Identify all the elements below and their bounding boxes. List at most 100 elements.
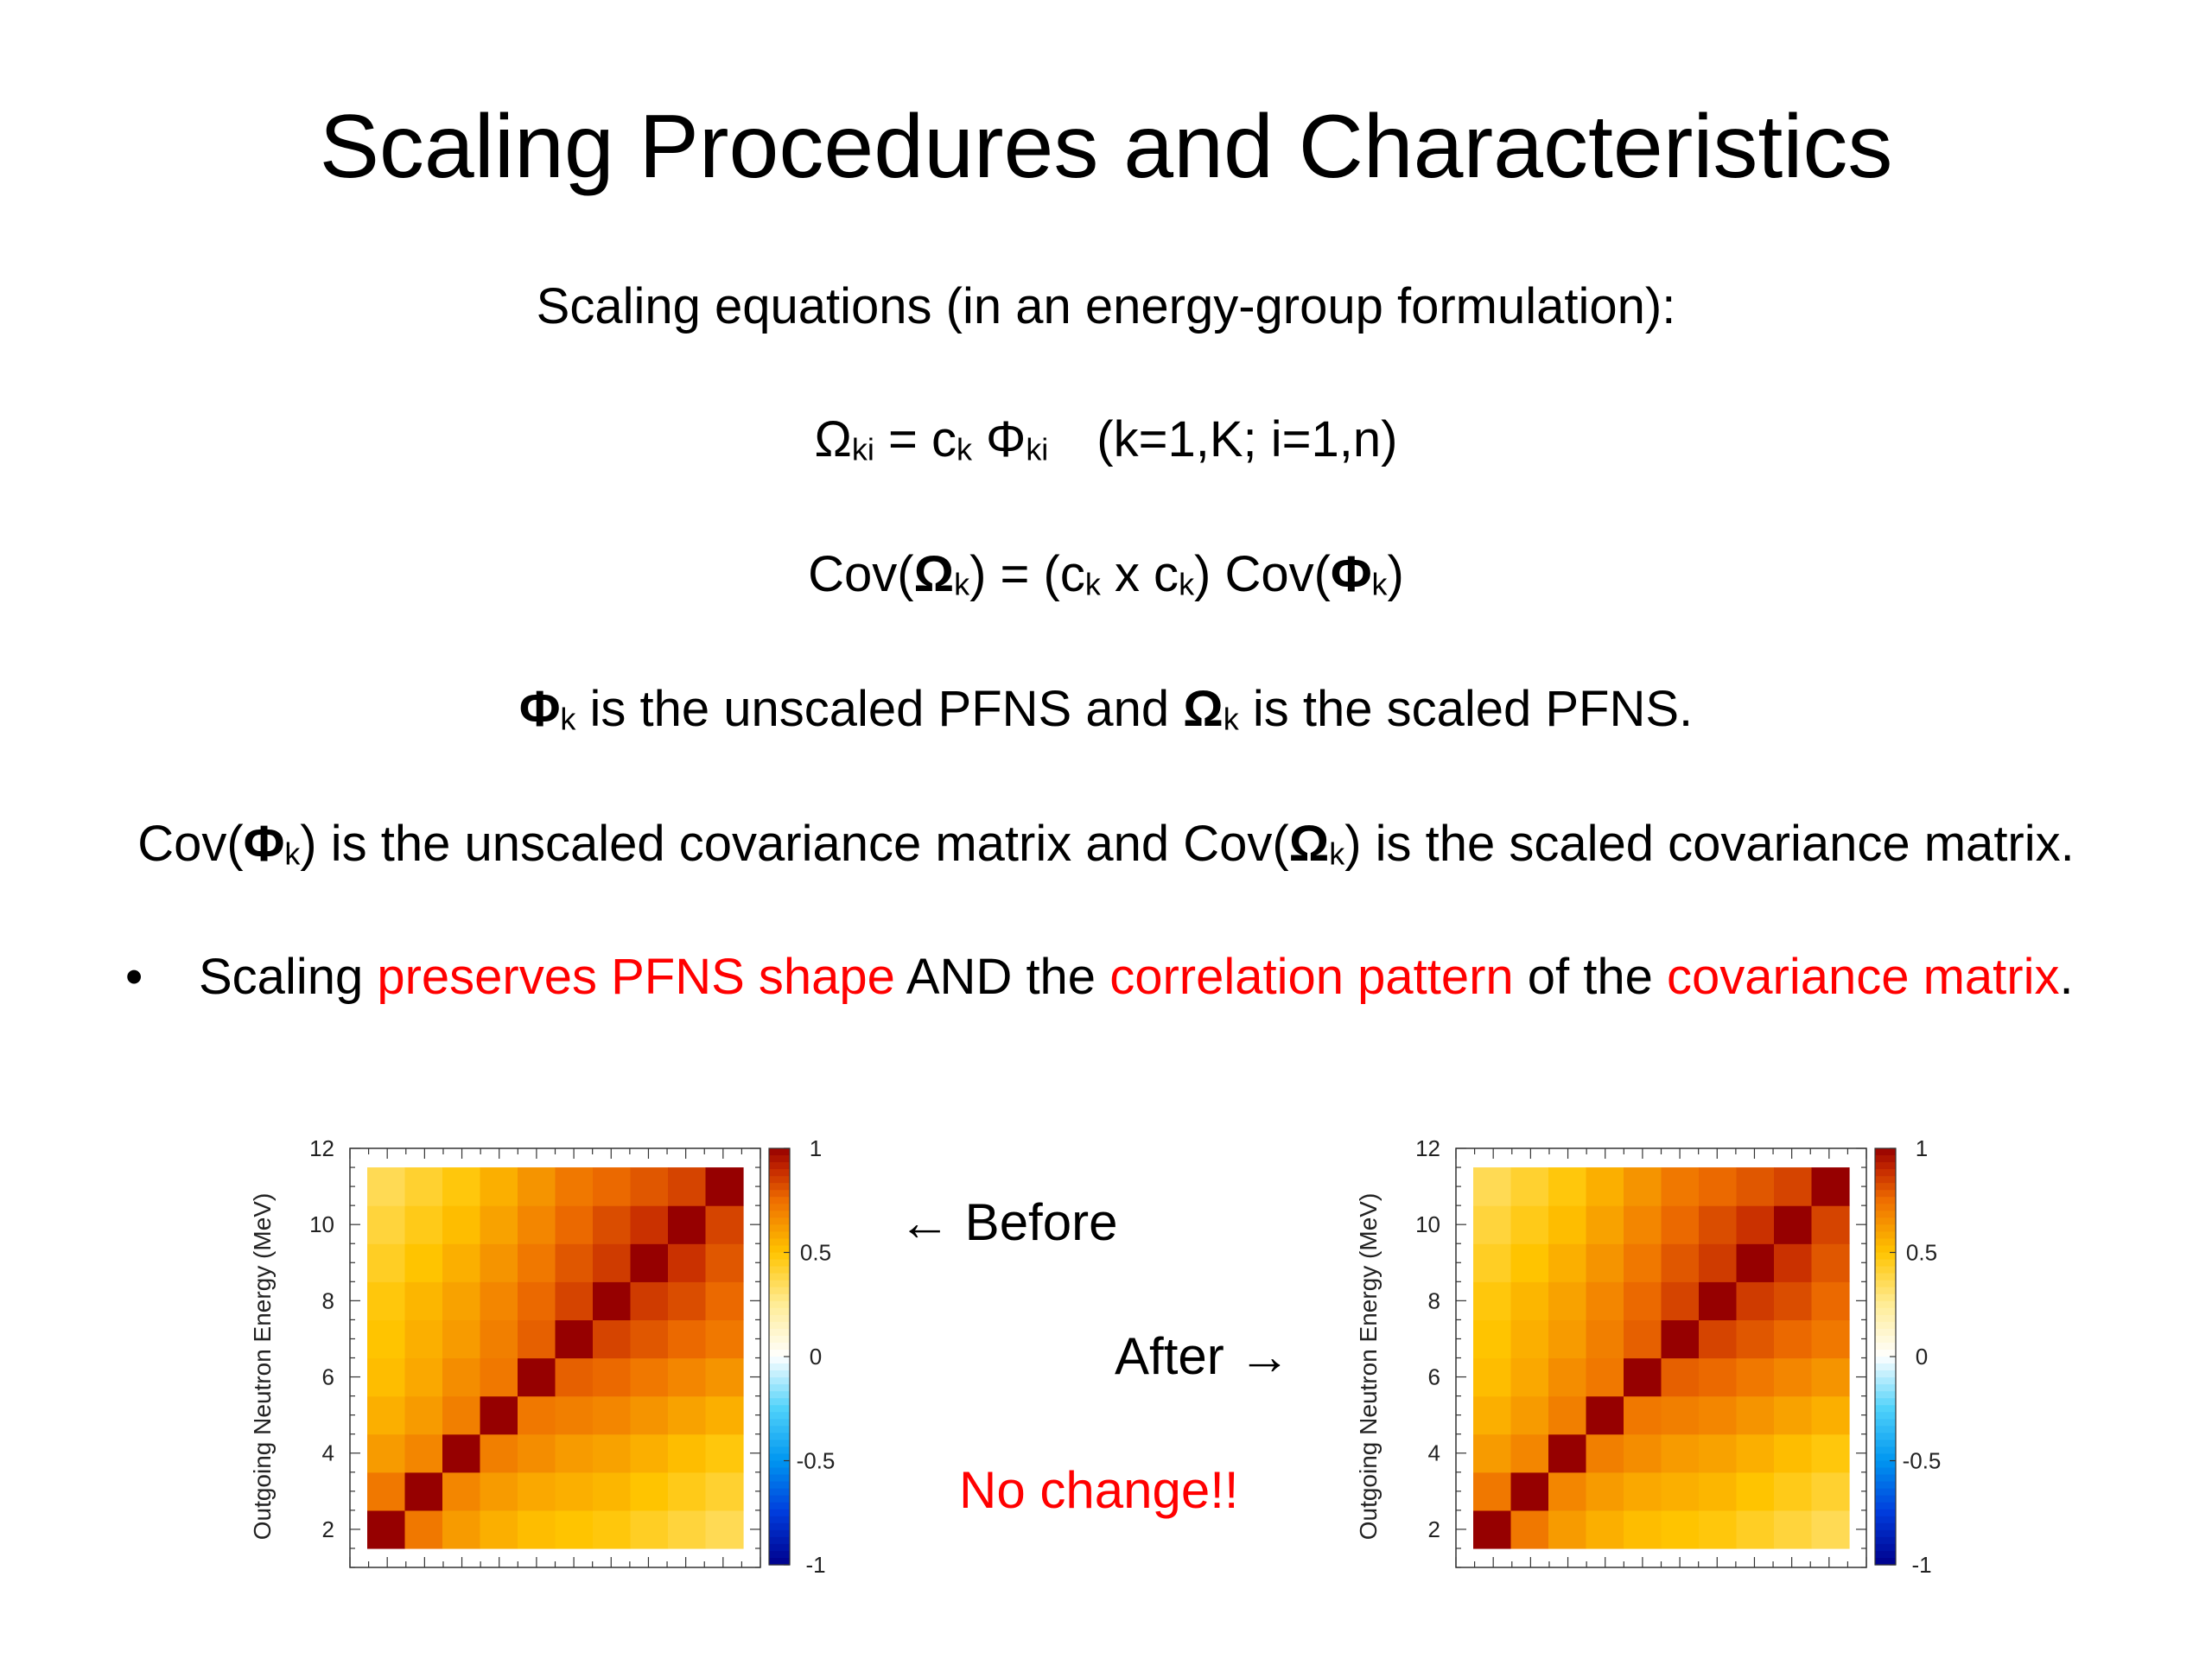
colorbar-segment: [1875, 1148, 1896, 1156]
colorbar-segment: [1875, 1183, 1896, 1191]
colorbar-segment: [1875, 1495, 1896, 1503]
eq1-sub-ki: ki: [851, 431, 874, 467]
heatmap-cell: [1624, 1167, 1662, 1206]
colorbar-segment: [1875, 1155, 1896, 1163]
heatmap-cell: [555, 1357, 594, 1397]
colorbar-segment: [1875, 1287, 1896, 1295]
heatmap-cell: [442, 1205, 481, 1244]
colorbar-segment: [769, 1516, 790, 1524]
heatmap-cell: [630, 1471, 669, 1511]
heatmap-cell: [1661, 1395, 1700, 1435]
colorbar-segment: [1875, 1370, 1896, 1378]
colorbar-segment: [769, 1294, 790, 1302]
heatmap-cell: [668, 1205, 707, 1244]
colorbar-segment: [1875, 1176, 1896, 1184]
colorbar-segment: [1875, 1474, 1896, 1483]
colorbar-segment: [1875, 1398, 1896, 1406]
heatmap-cell: [480, 1510, 518, 1549]
colorbar-segment: [1875, 1245, 1896, 1254]
heatmap-cell: [705, 1205, 744, 1244]
eq1-equals: = c: [874, 411, 957, 467]
heatmap-cell: [480, 1433, 518, 1473]
heatmap-cell: [1661, 1205, 1700, 1244]
colorbar-segment: [1875, 1557, 1896, 1566]
colorbar-segment: [769, 1321, 790, 1330]
colorbar-segment: [1875, 1426, 1896, 1433]
colorbar-label: -0.5: [1903, 1448, 1942, 1474]
heatmap-cell: [1774, 1205, 1813, 1244]
heatmap-cell: [1624, 1281, 1662, 1321]
y-tick-label: 4: [322, 1440, 334, 1466]
heatmap-cell: [630, 1281, 669, 1321]
heatmap-cell: [668, 1471, 707, 1511]
heatmap-cell: [1811, 1471, 1850, 1511]
colorbar-segment: [769, 1280, 790, 1288]
colorbar-segment: [1875, 1266, 1896, 1274]
heatmap-cell: [593, 1471, 632, 1511]
colorbar-segment: [1875, 1467, 1896, 1476]
colorbar-segment: [769, 1440, 790, 1448]
heatmap-before: 2 4 6 8 10 12 Outgoing Neutron Energy (MeV) 1 0.…: [249, 1136, 835, 1578]
heatmap-cell: [1774, 1281, 1813, 1321]
colorbar-segment: [769, 1287, 790, 1295]
def2-part: ) is the scaled covariance matrix.: [1344, 816, 2075, 872]
y-tick-label: 12: [309, 1136, 334, 1161]
colorbar-segment: [769, 1307, 790, 1316]
colorbar-segment: [1875, 1433, 1896, 1440]
heatmap-cell: [630, 1205, 669, 1244]
colorbar-segment: [1875, 1516, 1896, 1524]
heatmap-cell: [1510, 1357, 1549, 1397]
colorbar-segment: [769, 1398, 790, 1406]
heatmap-cell: [1473, 1167, 1512, 1206]
heatmap-cell: [555, 1167, 594, 1206]
colorbar-segment: [769, 1391, 790, 1399]
colorbar-segment: [1875, 1384, 1896, 1392]
colorbar-segment: [769, 1155, 790, 1163]
heatmap-cell: [593, 1205, 632, 1244]
heatmap-cell: [1736, 1433, 1775, 1473]
colorbar-segment: [769, 1238, 790, 1247]
heatmap-cell: [518, 1167, 556, 1206]
def1-sub: k: [560, 701, 576, 737]
heatmap-cell: [1548, 1510, 1587, 1549]
colorbar-segment: [1875, 1224, 1896, 1232]
heatmap-cell: [705, 1357, 744, 1397]
equation-2: Cov(Ωk) = (ck x ck) Cov(Φk): [0, 550, 2212, 600]
colorbar-segment: [769, 1197, 790, 1205]
def2-sub: k: [284, 836, 301, 872]
bullet-part: .: [2059, 949, 2074, 1005]
heatmap-cell: [1548, 1471, 1587, 1511]
heatmap-cell: [555, 1395, 594, 1435]
colorbar-segment: [769, 1259, 790, 1268]
after-label: After →: [1115, 1327, 1291, 1385]
heatmap-cell: [404, 1167, 443, 1206]
colorbar-segment: [1875, 1307, 1896, 1316]
heatmap-cell: [1736, 1357, 1775, 1397]
heatmap-cell: [518, 1357, 556, 1397]
eq2-sub: k: [1084, 566, 1101, 602]
heatmap-cell: [1548, 1395, 1587, 1435]
heatmap-cell: [1661, 1357, 1700, 1397]
colorbar-segment: [1875, 1190, 1896, 1198]
eq2-sub: k: [1179, 566, 1195, 602]
heatmap-cell: [480, 1319, 518, 1359]
colorbar-segment: [769, 1273, 790, 1281]
equation-1: Ωki = ck Φki (k=1,K; i=1,n): [0, 415, 2212, 465]
eq2-part: ): [1387, 546, 1404, 602]
heatmap-cell: [1699, 1319, 1738, 1359]
colorbar-segment: [769, 1252, 790, 1261]
colorbar-segment: [769, 1467, 790, 1476]
heatmap-cell: [1548, 1357, 1587, 1397]
colorbar-segment: [769, 1529, 790, 1538]
heatmap-cell: [1473, 1510, 1512, 1549]
highlight-pfns-shape: preserves PFNS shape: [377, 949, 895, 1005]
colorbar-segment: [769, 1183, 790, 1191]
heatmap-cell: [442, 1357, 481, 1397]
heatmap-cell: [1586, 1357, 1624, 1397]
heatmap-cell: [1736, 1281, 1775, 1321]
colorbar-segment: [769, 1217, 790, 1225]
colorbar-segment: [769, 1363, 790, 1371]
colorbar-segment: [1875, 1211, 1896, 1218]
colorbar-segment: [1875, 1419, 1896, 1427]
colorbar-segment: [769, 1557, 790, 1566]
